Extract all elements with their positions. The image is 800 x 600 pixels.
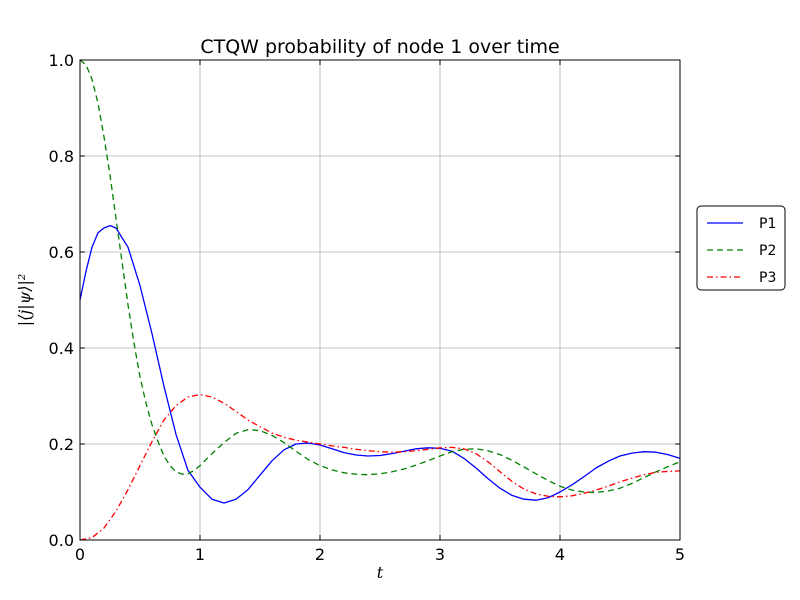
legend-label-p3: P3 (759, 270, 776, 286)
series-line-p1 (79, 224, 681, 504)
x-tick-label-5: 5 (675, 545, 685, 564)
grid-lines (79, 59, 681, 541)
plot-frame (79, 59, 681, 541)
x-tick-label-4: 4 (555, 545, 565, 564)
legend-label-p2: P2 (759, 243, 776, 259)
axis-ticks: 0 1 2 3 4 5 0.0 0.2 0.4 0.6 0.8 1.0 (49, 51, 686, 564)
y-tick-label-5: 1.0 (49, 51, 74, 70)
legend: P1 P2 P3 (696, 205, 786, 291)
x-tick-label-3: 3 (435, 545, 445, 564)
x-axis-label: t (377, 563, 384, 582)
y-axis-label: |⟨j|ψ⟩|² (15, 274, 34, 327)
x-tick-label-1: 1 (195, 545, 205, 564)
x-tick-label-2: 2 (315, 545, 325, 564)
series-line-p3 (79, 393, 681, 541)
series-layer (79, 59, 681, 541)
y-tick-label-0: 0.0 (49, 531, 74, 550)
y-tick-label-4: 0.8 (49, 147, 74, 166)
legend-box (696, 205, 786, 291)
series-line-p2 (79, 59, 681, 494)
chart-title: CTQW probability of node 1 over time (200, 36, 559, 58)
y-tick-label-3: 0.6 (49, 243, 74, 262)
y-tick-label-2: 0.4 (49, 339, 74, 358)
y-tick-label-1: 0.2 (49, 435, 74, 454)
x-tick-label-0: 0 (75, 545, 85, 564)
legend-label-p1: P1 (759, 216, 776, 232)
